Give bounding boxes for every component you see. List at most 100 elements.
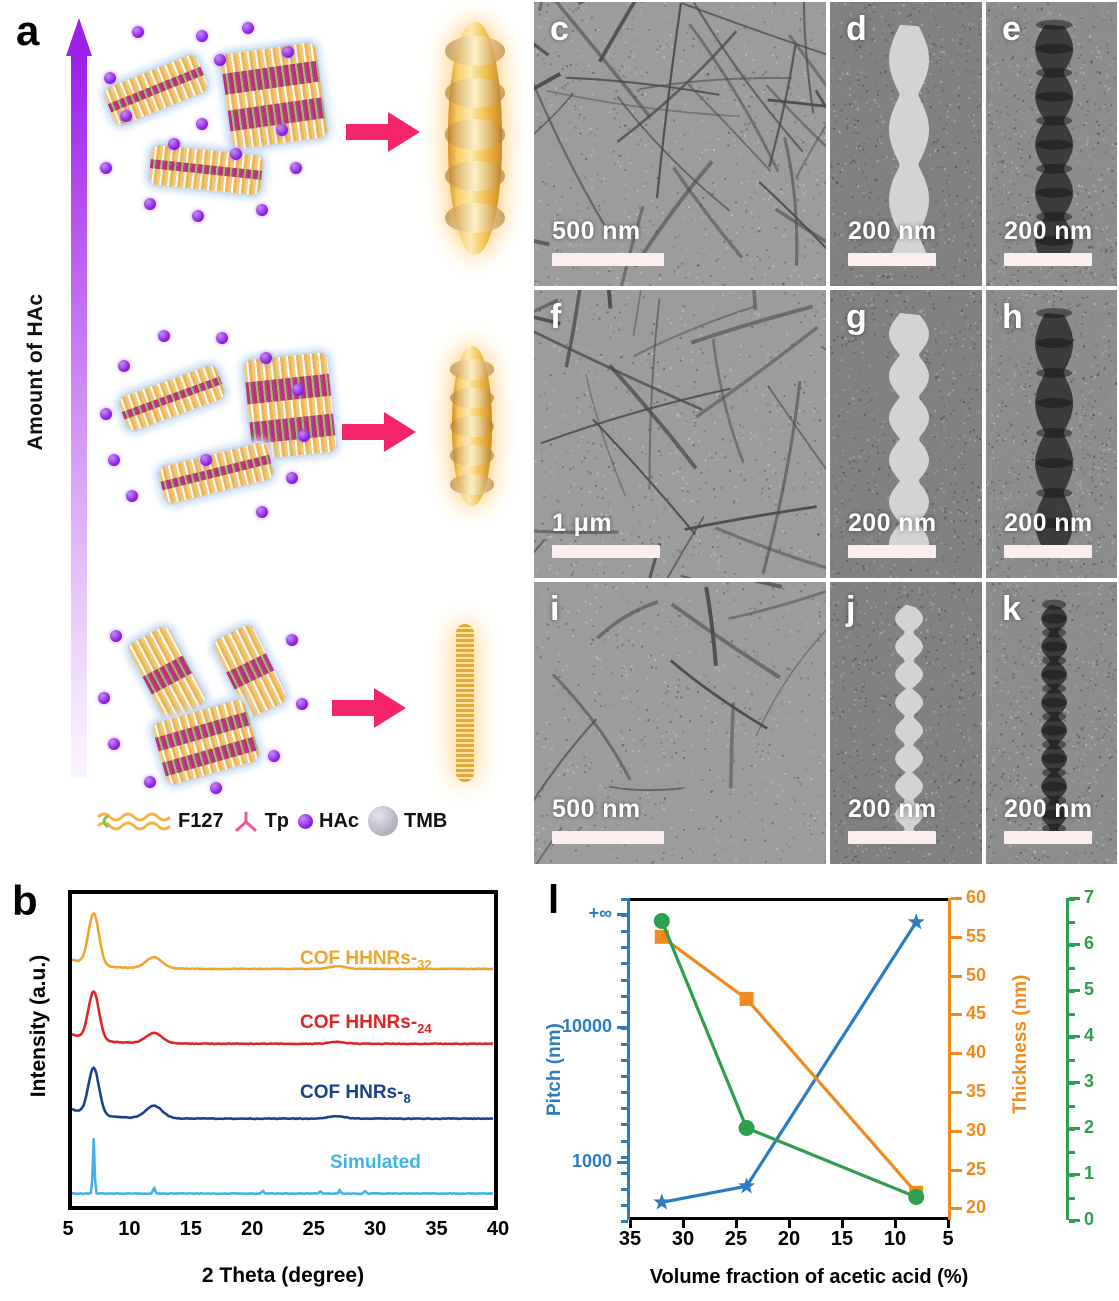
axis-tick: [621, 1171, 628, 1175]
axis-tick: [1069, 898, 1075, 901]
scale-bar-label: 500 nm: [552, 795, 641, 823]
length-tick-3: 3: [1084, 1071, 1095, 1091]
axis-tick: [951, 1090, 962, 1094]
thickness-tick-35: 35: [966, 1080, 987, 1101]
tp-tripod-icon: [235, 811, 257, 832]
acid-tick-mark: [947, 1220, 950, 1228]
acid-tick-15: 15: [830, 1228, 854, 1250]
scale-bar-label: 200 nm: [848, 509, 937, 537]
legend-item-tmb: TMB: [368, 806, 447, 836]
schematic-legend: F127 Tp HAc TMB: [96, 800, 516, 842]
legend-label-tp: Tp: [264, 809, 290, 832]
xrd-tick-10: 10: [118, 1218, 141, 1240]
axis-tick: [621, 930, 628, 934]
panel-letter-k: k: [1002, 590, 1021, 628]
scale-bar: [552, 253, 664, 266]
schematic-row-low-hac: [96, 604, 528, 854]
axis-tick: [951, 974, 962, 978]
length-tick-2: 2: [1084, 1117, 1095, 1137]
axis-tick: [1069, 1220, 1075, 1223]
micrograph-g: 200 nm g: [830, 290, 982, 578]
micrograph-f: 1 μm f: [534, 290, 826, 578]
axis-tick: [1069, 967, 1075, 970]
legend-label-f127: F127: [178, 809, 224, 832]
pitch-axis-title: Pitch (nm): [544, 1023, 565, 1116]
axis-tick: [621, 1139, 628, 1143]
acid-tick-mark: [682, 1220, 685, 1228]
thickness-tick-25: 25: [966, 1158, 987, 1179]
thickness-tick-60: 60: [966, 887, 987, 907]
xrd-series-label-0: COF HHNRs-32: [300, 948, 432, 972]
micrograph-e: 200 nm e: [986, 2, 1117, 286]
axis-tick: [621, 1203, 628, 1207]
scale-bar: [848, 253, 936, 266]
reaction-arrow: [346, 112, 420, 152]
micrograph-content: [986, 2, 1117, 286]
panel-letter-g: g: [846, 298, 867, 336]
legend-item-tp: Tp: [233, 809, 289, 833]
thickness-tick-55: 55: [966, 925, 987, 946]
tmb-sphere-icon: [368, 806, 399, 836]
panel-letter-h: h: [1002, 298, 1023, 336]
axis-tick: [951, 897, 962, 900]
scale-bar: [1004, 253, 1092, 266]
axis-tick: [951, 935, 962, 939]
length-tick-0: 0: [1084, 1209, 1095, 1229]
xrd-series-label-2: COF HNRs-8: [300, 1082, 411, 1106]
thickness-tick-20: 20: [966, 1197, 987, 1218]
thickness-tick-45: 45: [966, 1003, 987, 1024]
hac-dot-icon: [298, 813, 314, 829]
scale-bar-label: 1 μm: [552, 509, 612, 537]
reaction-arrow: [332, 688, 406, 728]
panel-letter-i: i: [550, 590, 560, 628]
axis-tick: [621, 1187, 628, 1191]
scale-bar: [552, 545, 660, 558]
axis-tick: [621, 1220, 628, 1223]
panel-b-xrd: b Intensity (a.u.) 5 10 15 20 25 30 35 40 COF H…: [0, 866, 530, 1301]
thickness-tick-30: 30: [966, 1119, 987, 1140]
panel-b-letter: b: [12, 877, 38, 924]
axis-tick: [621, 1010, 628, 1014]
pitch-tick-0: 1000: [571, 1151, 612, 1172]
micrograph-content: [986, 582, 1117, 864]
legend-label-hac: HAc: [319, 809, 360, 832]
panel-a-schematic: a Amount of HAc: [0, 0, 528, 858]
scale-bar-label: 500 nm: [552, 217, 641, 245]
thickness-axis-title: Thickness (nm): [1010, 974, 1031, 1114]
micrograph-j: 200 nm j: [830, 582, 982, 864]
pitch-tick-2: +∞: [588, 903, 612, 924]
microscopy-grid: 500 nm c 200 nm d 200 nm e 1 μm f 200 nm g 200 nm h…: [534, 2, 1117, 864]
axis-tick: [1069, 1105, 1075, 1108]
acid-tick-35: 35: [618, 1228, 642, 1250]
xrd-tick-15: 15: [179, 1218, 202, 1240]
micrograph-content: [534, 290, 826, 578]
thickness-axis-line: [948, 898, 951, 1220]
axis-tick: [621, 962, 628, 966]
xrd-tick-5: 5: [62, 1218, 74, 1240]
axis-tick: [1069, 1174, 1075, 1177]
schematic-row-mid-hac: [96, 330, 528, 580]
thickness-tick-40: 40: [966, 1042, 987, 1063]
panel-a-letter: a: [16, 7, 40, 54]
scale-bar-label: 200 nm: [848, 217, 937, 245]
tight-helix-product: [449, 346, 495, 506]
length-axis-line: [1066, 898, 1069, 1220]
axis-tick: [621, 994, 628, 998]
axis-tick: [1069, 1197, 1075, 1200]
multiaxis-plot-area: [630, 898, 948, 1220]
f127-wavy-icon: [96, 812, 172, 831]
axis-tick: [621, 898, 628, 901]
arrow-head: [66, 18, 92, 56]
scale-bar: [552, 831, 664, 844]
scale-bar-label: 200 nm: [1004, 795, 1093, 823]
scale-bar: [848, 831, 936, 844]
pitch-tick-1: 10000: [561, 1015, 612, 1036]
axis-tick: [1069, 1128, 1075, 1131]
axis-tick: [951, 1052, 962, 1056]
panel-letter-e: e: [1002, 10, 1021, 48]
axis-tick: [1069, 1151, 1075, 1154]
axis-tick: [1069, 944, 1075, 947]
micrograph-h: 200 nm h: [986, 290, 1117, 578]
xrd-tick-35: 35: [425, 1218, 448, 1240]
legend-item-hac: HAc: [298, 810, 359, 833]
